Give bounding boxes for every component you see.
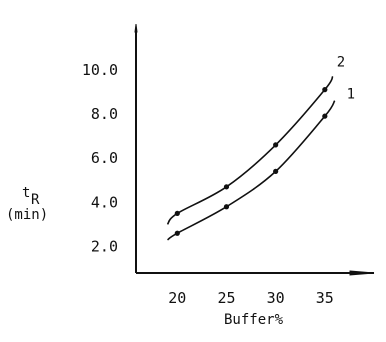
y-tick-label: 8.0 [91,105,118,123]
axes [134,23,375,276]
data-point-series-2 [273,142,279,148]
tick-labels: 20 25 30 35 2.0 4.0 6.0 8.0 10.0 [82,61,334,307]
x-axis-arrow [349,270,375,276]
series-curves [166,75,336,241]
y-tick-label: 6.0 [91,149,118,167]
x-tick-label: 25 [217,289,235,307]
x-tick-label: 35 [316,289,334,307]
y-tick-label: 10.0 [82,61,118,79]
data-point-series-2 [174,210,180,216]
series-line-1 [167,100,336,241]
x-tick-label: 30 [267,289,285,307]
y-axis-label-subscript: R [31,192,40,208]
data-point-series-2 [322,87,328,93]
data-point-series-1 [322,113,328,119]
x-axis-label: Buffer% [224,312,284,328]
series-label-2: 2 [337,54,345,70]
y-tick-label: 2.0 [91,237,118,255]
data-point-series-1 [273,168,279,174]
series-label-1: 1 [347,87,355,103]
y-axis-label-unit: (min) [6,207,48,223]
y-tick-label: 4.0 [91,193,118,211]
x-tick-label: 20 [168,289,186,307]
data-point-series-2 [223,184,230,190]
series-labels: 12 [337,54,355,102]
y-axis-arrow [134,23,138,33]
data-points [174,87,328,236]
y-axis-label-main: t [22,185,30,201]
data-point-series-1 [174,230,180,236]
data-point-series-1 [223,204,230,210]
series-line-2 [166,75,334,225]
